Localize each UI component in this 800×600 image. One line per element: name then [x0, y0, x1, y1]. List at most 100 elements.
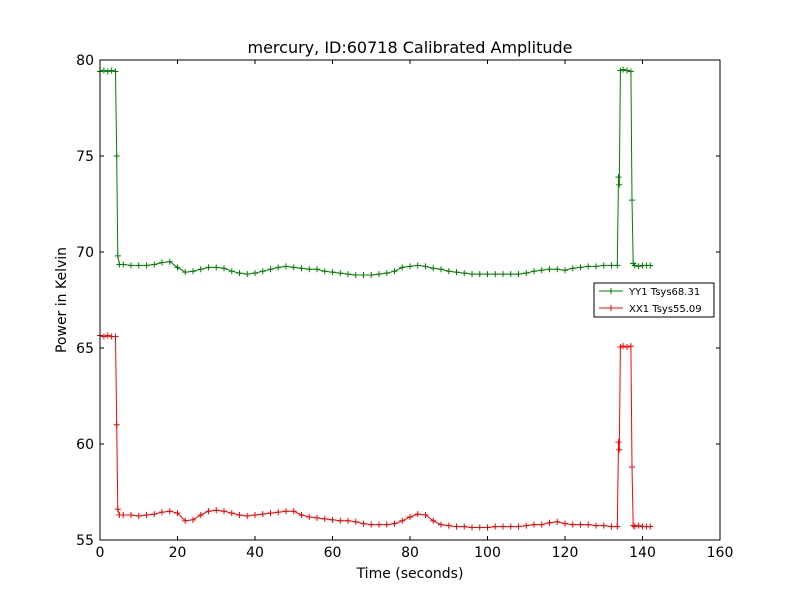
y-tick-label: 60 [76, 437, 94, 453]
x-tick-label: 40 [246, 545, 264, 561]
data-point [554, 266, 561, 273]
y-tick-label: 70 [76, 245, 94, 261]
data-point [391, 520, 398, 527]
series-line [99, 69, 651, 276]
data-point [166, 508, 173, 515]
data-point [267, 510, 274, 517]
data-point [114, 252, 121, 259]
data-point [438, 266, 444, 273]
data-point [407, 513, 413, 520]
x-tick-label: 0 [96, 545, 105, 561]
data-point [228, 268, 235, 275]
data-point [190, 516, 196, 523]
data-point [507, 523, 514, 530]
data-point [283, 508, 289, 515]
data-point [259, 511, 266, 518]
data-point [500, 523, 506, 530]
data-point [104, 332, 111, 339]
data-point [453, 269, 460, 276]
data-point [484, 271, 491, 278]
data-point [298, 512, 305, 519]
data-point [120, 512, 127, 519]
data-point [120, 261, 127, 268]
series-line [99, 334, 651, 528]
chart-title: mercury, ID:60718 Calibrated Amplitude [248, 38, 573, 57]
data-point [108, 67, 115, 74]
plot-series [97, 66, 654, 531]
data-point [376, 521, 382, 528]
data-point [647, 262, 654, 269]
data-point [531, 521, 537, 528]
data-point [445, 522, 452, 529]
data-point [615, 439, 622, 446]
data-point [600, 262, 607, 269]
legend-box [593, 282, 715, 318]
x-tick-label: 60 [324, 545, 342, 561]
x-tick-label: 80 [401, 545, 419, 561]
legend-label: XX1 Tsys55.09 [629, 304, 702, 315]
data-point [546, 266, 553, 273]
data-point [337, 270, 344, 277]
data-point [531, 268, 537, 275]
data-point [562, 520, 568, 527]
legend-label: YY1 Tsys68.31 [628, 287, 700, 298]
data-point [182, 269, 189, 276]
data-point [631, 262, 638, 269]
data-point [275, 509, 282, 516]
data-point [515, 271, 522, 278]
data-point [627, 343, 634, 350]
data-point [515, 523, 522, 530]
data-point [523, 522, 530, 529]
data-point [647, 523, 654, 530]
data-point [608, 523, 615, 530]
data-point [205, 508, 212, 515]
data-point [391, 268, 398, 275]
data-point [399, 264, 406, 271]
data-point [221, 265, 227, 272]
data-point [422, 263, 429, 270]
data-point [438, 521, 444, 528]
data-point [500, 271, 506, 278]
y-axis-label: Power in Kelvin [54, 247, 70, 353]
data-point [151, 261, 158, 268]
data-point [112, 68, 119, 75]
data-point [114, 506, 121, 513]
data-point [236, 512, 243, 519]
data-point [627, 68, 634, 75]
data-point [577, 264, 584, 271]
plot-frame [99, 59, 721, 541]
data-point [314, 266, 320, 273]
data-point [166, 258, 173, 265]
data-point [492, 523, 499, 530]
data-point [259, 268, 266, 275]
legend: YY1 Tsys68.31 XX1 Tsys55.09 [593, 282, 715, 318]
data-point [492, 271, 499, 278]
data-point [290, 264, 297, 271]
data-point [620, 66, 627, 73]
x-tick-label: 20 [169, 545, 187, 561]
data-point [314, 514, 320, 521]
data-point [399, 517, 406, 524]
x-tick-label: 120 [552, 545, 579, 561]
data-point [445, 268, 452, 275]
data-point [135, 513, 142, 519]
data-point [585, 521, 592, 528]
data-point [267, 266, 274, 273]
data-point [469, 524, 475, 531]
data-point [546, 519, 553, 526]
data-point [635, 263, 642, 270]
data-point [620, 343, 627, 350]
data-point [306, 266, 313, 273]
data-point [476, 271, 483, 278]
data-point [569, 265, 576, 272]
data-point [244, 271, 251, 278]
data-point [197, 266, 204, 273]
data-point [376, 271, 382, 278]
data-point [430, 265, 437, 272]
data-point [569, 521, 576, 528]
data-point [538, 267, 545, 274]
data-point [228, 510, 235, 517]
data-point [507, 271, 514, 278]
data-point [252, 512, 258, 519]
data-point [159, 509, 165, 516]
